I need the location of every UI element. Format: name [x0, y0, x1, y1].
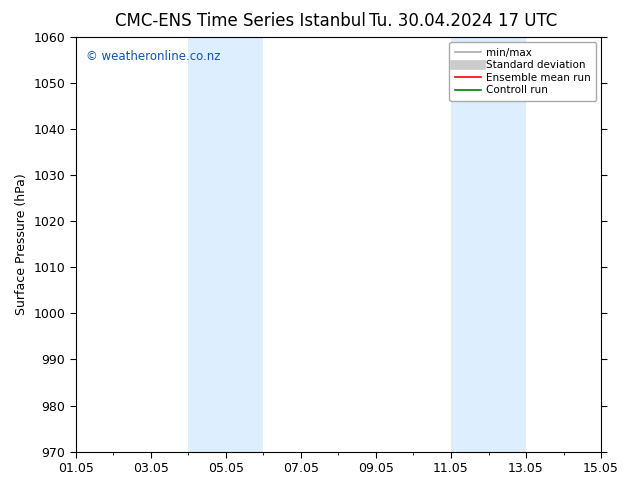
Text: Tu. 30.04.2024 17 UTC: Tu. 30.04.2024 17 UTC — [369, 12, 557, 30]
Text: © weatheronline.co.nz: © weatheronline.co.nz — [86, 49, 221, 63]
Bar — [451, 37, 526, 452]
Bar — [188, 37, 263, 452]
Legend: min/max, Standard deviation, Ensemble mean run, Controll run: min/max, Standard deviation, Ensemble me… — [450, 42, 596, 100]
Text: CMC-ENS Time Series Istanbul: CMC-ENS Time Series Istanbul — [115, 12, 366, 30]
Y-axis label: Surface Pressure (hPa): Surface Pressure (hPa) — [15, 173, 28, 315]
